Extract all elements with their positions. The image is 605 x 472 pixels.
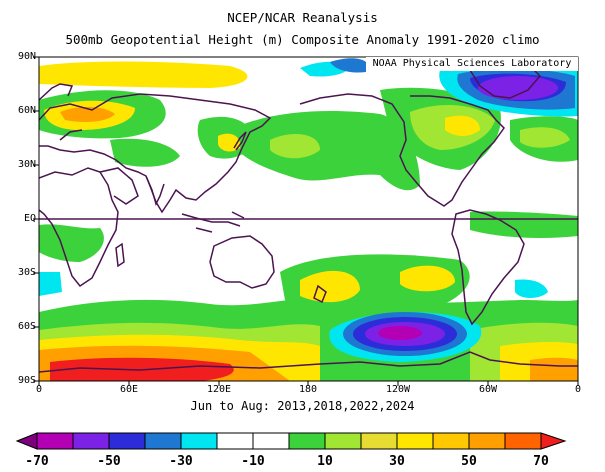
lab-badge: NOAA Physical Sciences Laboratory <box>366 57 578 71</box>
coast-australia <box>209 235 275 289</box>
coast-eurasia <box>39 93 272 214</box>
colorbar-segment-9 <box>324 432 362 450</box>
colorbar-segment-0 <box>15 432 38 450</box>
coast-north-america <box>299 93 505 207</box>
anomaly-field <box>39 58 578 381</box>
title-line-2: 500mb Geopotential Height (m) Composite … <box>65 32 540 47</box>
colorbar-segment-3 <box>108 432 146 450</box>
season-footer: Jun to Aug: 2013,2018,2022,2024 <box>190 399 415 413</box>
anomaly-lightgreen-atlantic <box>520 127 570 148</box>
anomaly-orange-southeast <box>530 357 578 381</box>
colorbar-segment-1 <box>36 432 74 450</box>
lat-label-90s: 90S <box>17 375 36 386</box>
colorbar-segment-13 <box>468 432 506 450</box>
lat-label-90n: 90N <box>17 51 36 62</box>
colorbar-label-minus-70: -70 <box>25 454 49 469</box>
colorbar-segment-4 <box>144 432 182 450</box>
colorbar-segment-10 <box>360 432 398 450</box>
anomaly-green-tropics-west <box>39 224 104 262</box>
coast-india <box>145 175 165 207</box>
colorbar-segment-5 <box>180 432 218 450</box>
lon-label-180: 180 <box>298 384 318 395</box>
anomaly-cyan-east <box>515 279 548 298</box>
colorbar-segment-15 <box>540 432 567 450</box>
axis-ticks <box>33 56 579 386</box>
anomaly-blue-arctic-edge <box>330 58 366 73</box>
anomaly-yellow-south-atlantic <box>400 265 455 292</box>
lon-label-60w: 60W <box>478 384 498 395</box>
colorbar-label-minus-10: -10 <box>241 454 265 469</box>
colorbar-segment-8 <box>288 432 326 450</box>
colorbar-segment-2 <box>72 432 110 450</box>
colorbar-segment-14 <box>504 432 542 450</box>
coast-new-zealand <box>313 284 327 304</box>
title-line-1: NCEP/NCAR Reanalysis <box>227 10 378 25</box>
lat-label-30n: 30N <box>17 159 36 170</box>
lat-label-30s: 30S <box>17 267 36 278</box>
lon-label-120w: 120W <box>385 384 411 395</box>
coast-madagascar <box>115 242 125 268</box>
anomaly-green-central-asia <box>110 138 180 167</box>
lon-label-0-west: 0 <box>35 384 43 395</box>
colorbar-segment-7 <box>252 432 290 450</box>
anomaly-cyan-west <box>39 272 62 296</box>
coast-europe <box>39 83 83 141</box>
colorbar <box>15 432 567 450</box>
coast-indonesia <box>181 211 245 233</box>
colorbar-label-minus-30: -30 <box>169 454 193 469</box>
anomaly-lightgreen-north-pacific <box>270 134 320 159</box>
anomaly-green-north-pacific <box>230 111 420 191</box>
anomaly-orange-eurasia <box>60 106 115 122</box>
coastlines <box>39 63 578 373</box>
colorbar-label-30: 30 <box>389 454 405 469</box>
lat-label-60n: 60N <box>17 105 36 116</box>
lat-label-eq: EQ <box>23 213 36 224</box>
colorbar-segment-12 <box>432 432 470 450</box>
colorbar-label-minus-50: -50 <box>97 454 121 469</box>
colorbar-label-50: 50 <box>461 454 477 469</box>
lon-label-60e: 60E <box>119 384 139 395</box>
coast-south-america <box>451 209 525 326</box>
colorbar-segment-6 <box>216 432 254 450</box>
anomaly-yellow-arctic <box>39 61 248 88</box>
coast-antarctica <box>39 351 578 373</box>
colorbar-label-70: 70 <box>533 454 549 469</box>
anomaly-yellow-north-america <box>445 115 480 136</box>
lon-label-120e: 120E <box>206 384 232 395</box>
anomaly-violet-greenland <box>478 76 558 100</box>
colorbar-label-10: 10 <box>317 454 333 469</box>
anomaly-purple-low <box>378 326 422 340</box>
coast-japan <box>233 131 247 151</box>
coast-arabia <box>99 167 139 205</box>
lat-label-60s: 60S <box>17 321 36 332</box>
lon-label-0-east: 0 <box>574 384 582 395</box>
coast-africa <box>39 167 119 288</box>
colorbar-segment-11 <box>396 432 434 450</box>
